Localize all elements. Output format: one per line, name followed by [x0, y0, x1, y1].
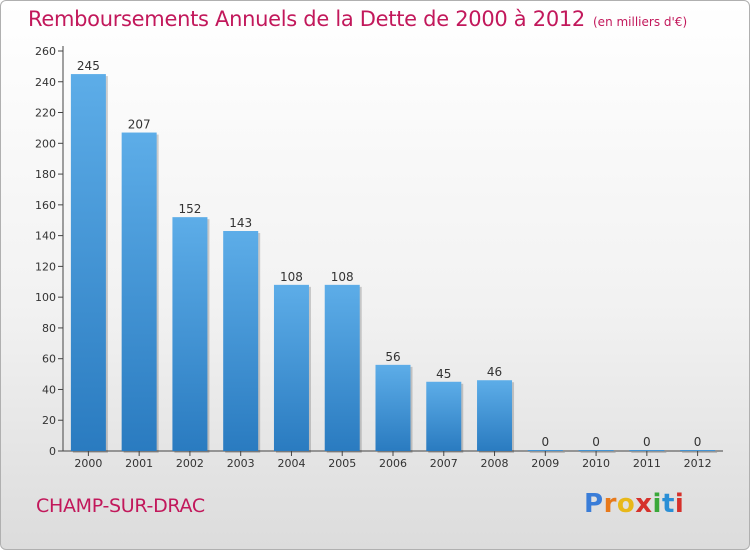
- y-tick-label: 20: [42, 414, 56, 427]
- bar: [121, 132, 157, 452]
- bar: [629, 450, 665, 451]
- x-tick-label: 2002: [176, 457, 204, 470]
- x-tick-label: 2000: [74, 457, 102, 470]
- y-tick-label: 100: [35, 291, 56, 304]
- x-tick-label: 2004: [277, 457, 305, 470]
- bar-shadow: [682, 452, 718, 453]
- bar-value-label: 0: [694, 435, 702, 449]
- bar: [578, 450, 614, 451]
- bar: [223, 231, 259, 451]
- bar: [680, 450, 716, 451]
- y-tick-label: 200: [35, 137, 56, 150]
- y-tick-label: 60: [42, 353, 56, 366]
- y-tick-label: 120: [35, 260, 56, 273]
- bar-value-label: 45: [436, 367, 451, 381]
- bar-shadow: [529, 452, 565, 453]
- chart-title-text: Remboursements Annuels de la Dette de 20…: [28, 7, 585, 31]
- bar-shadow: [580, 452, 616, 453]
- y-tick-label: 220: [35, 107, 56, 120]
- bar-value-label: 152: [178, 202, 201, 216]
- x-tick-label: 2007: [430, 457, 458, 470]
- x-tick-label: 2010: [582, 457, 610, 470]
- proxiti-logo-letter: i: [652, 489, 662, 519]
- bar-value-label: 108: [280, 270, 303, 284]
- proxiti-logo: Proxiti: [584, 489, 684, 519]
- bar: [324, 284, 360, 451]
- bar: [70, 74, 106, 452]
- bar-value-label: 0: [592, 435, 600, 449]
- bar: [172, 217, 208, 451]
- bar-value-label: 56: [385, 350, 400, 364]
- x-tick-label: 2005: [328, 457, 356, 470]
- y-tick-label: 240: [35, 76, 56, 89]
- bar-value-label: 245: [77, 59, 100, 73]
- proxiti-logo-letter: r: [603, 489, 617, 519]
- y-tick-label: 80: [42, 322, 56, 335]
- bar: [273, 284, 309, 451]
- y-tick-label: 180: [35, 168, 56, 181]
- bar: [477, 380, 513, 451]
- bar-shadow: [631, 452, 667, 453]
- x-tick-label: 2003: [227, 457, 255, 470]
- x-tick-label: 2001: [125, 457, 153, 470]
- y-tick-label: 40: [42, 383, 56, 396]
- bar-value-label: 207: [128, 118, 151, 132]
- commune-name: CHAMP-SUR-DRAC: [36, 495, 205, 517]
- proxiti-logo-letter: P: [584, 489, 604, 519]
- bar: [527, 450, 563, 451]
- bar-value-label: 108: [331, 270, 354, 284]
- x-tick-label: 2011: [633, 457, 661, 470]
- bar: [426, 381, 462, 451]
- y-tick-label: 160: [35, 199, 56, 212]
- chart-title: Remboursements Annuels de la Dette de 20…: [28, 7, 687, 31]
- bar: [375, 364, 411, 451]
- y-tick-label: 0: [49, 445, 56, 458]
- x-tick-label: 2006: [379, 457, 407, 470]
- proxiti-logo-letter: o: [616, 489, 636, 519]
- y-tick-label: 140: [35, 230, 56, 243]
- bar-value-label: 143: [229, 216, 252, 230]
- chart-subtitle: (en milliers d'€): [593, 15, 688, 29]
- x-tick-label: 2008: [481, 457, 509, 470]
- x-tick-label: 2012: [684, 457, 712, 470]
- proxiti-logo-letter: x: [635, 489, 653, 519]
- y-tick-label: 260: [35, 45, 56, 58]
- bar-value-label: 0: [643, 435, 651, 449]
- proxiti-logo-letter: t: [661, 489, 675, 519]
- bar-value-label: 46: [487, 365, 502, 379]
- bar-value-label: 0: [541, 435, 549, 449]
- x-tick-label: 2009: [531, 457, 559, 470]
- proxiti-logo-letter: i: [674, 489, 685, 519]
